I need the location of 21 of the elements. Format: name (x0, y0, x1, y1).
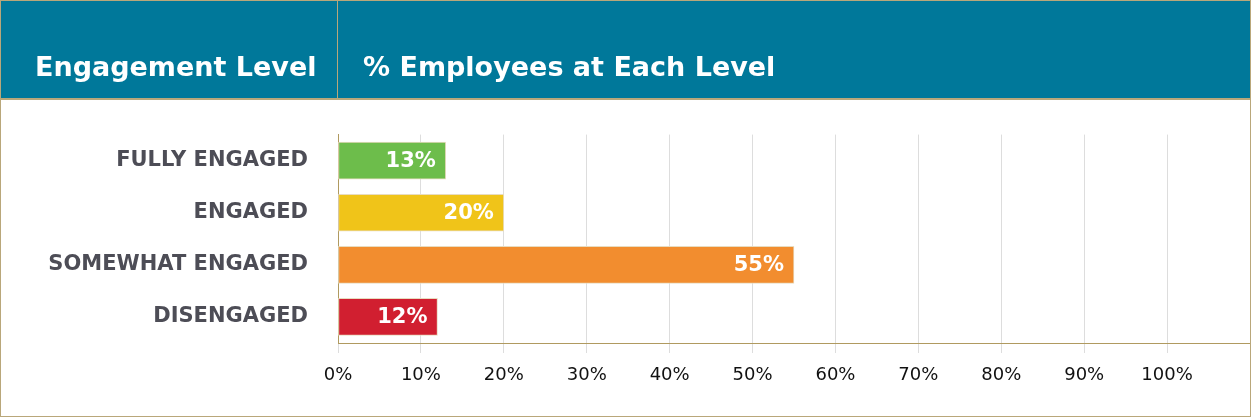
y-axis-title: Engagement Level (35, 51, 317, 82)
data-label: 55% (733, 252, 784, 277)
x-tick-label: 40% (649, 363, 690, 385)
x-tick-label: 20% (483, 363, 524, 385)
x-tick-label: 90% (1064, 363, 1105, 385)
x-tick-label: 0% (323, 363, 353, 385)
x-tick-label: 60% (815, 363, 856, 385)
x-tick-label: 70% (898, 363, 939, 385)
x-tick-label: 50% (732, 363, 773, 385)
x-tick-label: 30% (566, 363, 607, 385)
x-tick-label: 80% (981, 363, 1022, 385)
x-tick-label: 100% (1141, 363, 1193, 385)
data-label: 12% (377, 304, 428, 329)
x-axis-title: % Employees at Each Level (363, 51, 776, 82)
y-tick-label: FULLY ENGAGED (116, 147, 308, 172)
data-label: 13% (385, 148, 436, 173)
y-tick-label: ENGAGED (193, 199, 308, 224)
y-tick-label: SOMEWHAT ENGAGED (48, 251, 308, 276)
data-label: 20% (443, 200, 494, 225)
x-tick-label: 10% (400, 363, 441, 385)
y-tick-label: DISENGAGED (153, 303, 308, 328)
